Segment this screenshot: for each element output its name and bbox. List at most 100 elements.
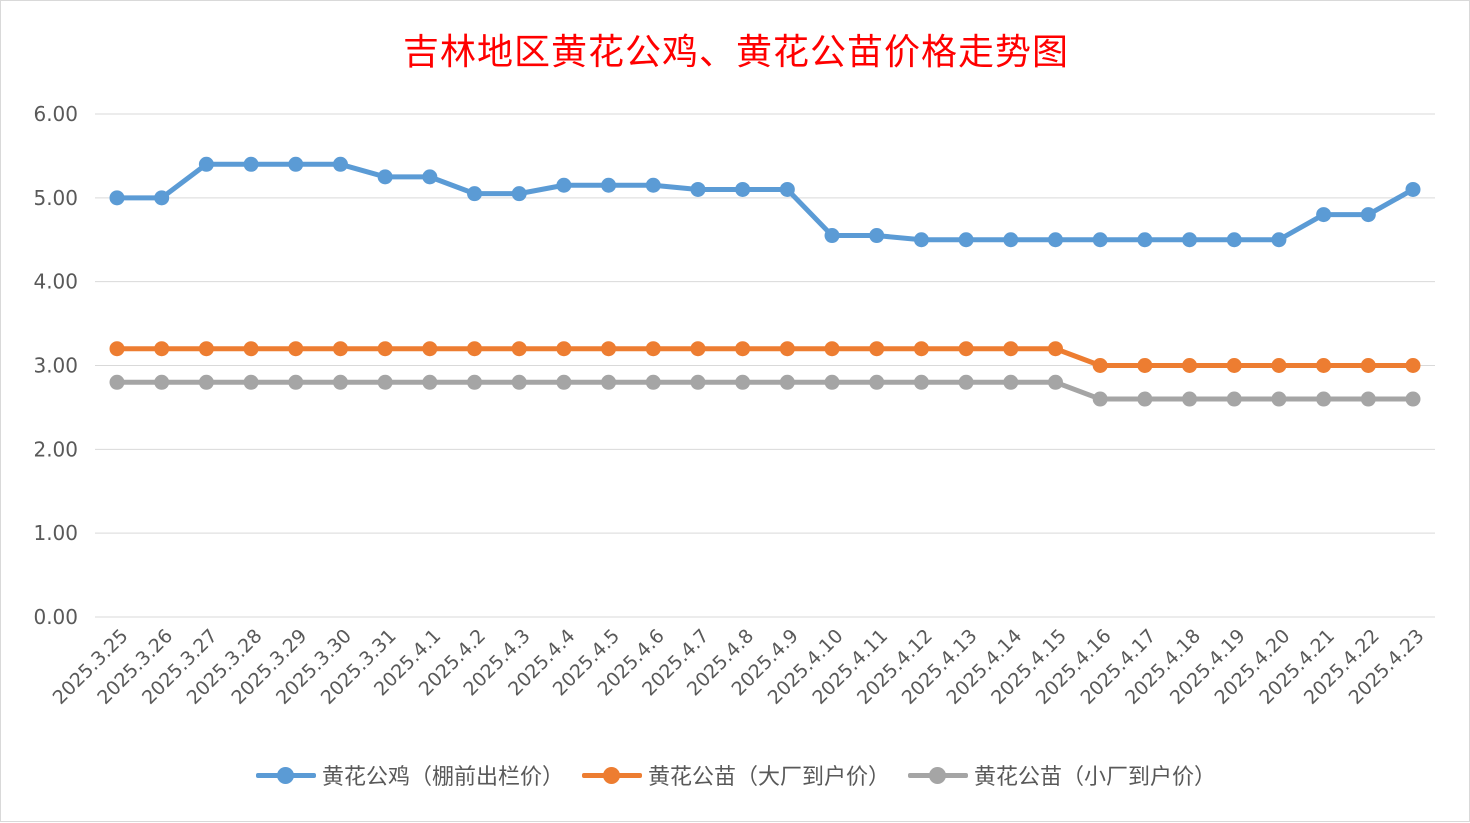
data-point[interactable] bbox=[824, 341, 840, 357]
data-point[interactable] bbox=[1360, 207, 1376, 223]
data-point[interactable] bbox=[154, 374, 170, 390]
data-point[interactable] bbox=[332, 341, 348, 357]
data-point[interactable] bbox=[1271, 232, 1287, 248]
legend-item-series-2[interactable]: 黄花公苗（大厂到户价） bbox=[581, 759, 890, 791]
data-point[interactable] bbox=[511, 186, 527, 202]
data-point[interactable] bbox=[735, 374, 751, 390]
data-point[interactable] bbox=[1226, 358, 1242, 373]
data-point[interactable] bbox=[332, 156, 348, 172]
data-point[interactable] bbox=[288, 341, 304, 357]
data-point[interactable] bbox=[690, 374, 706, 390]
data-point[interactable] bbox=[556, 341, 572, 357]
data-point[interactable] bbox=[377, 374, 393, 390]
data-point[interactable] bbox=[958, 374, 974, 390]
data-point[interactable] bbox=[154, 341, 170, 357]
data-point[interactable] bbox=[511, 374, 527, 390]
legend-item-series-3[interactable]: 黄花公苗（小厂到户价） bbox=[908, 759, 1216, 791]
data-point[interactable] bbox=[779, 341, 795, 357]
data-point[interactable] bbox=[1405, 181, 1421, 197]
data-point[interactable] bbox=[288, 374, 304, 390]
data-point[interactable] bbox=[779, 181, 795, 197]
data-point[interactable] bbox=[556, 374, 572, 390]
data-point[interactable] bbox=[1226, 232, 1242, 248]
data-point[interactable] bbox=[913, 232, 929, 248]
data-point[interactable] bbox=[154, 190, 170, 206]
data-point[interactable] bbox=[1137, 232, 1153, 248]
y-tick-label: 6.00 bbox=[33, 102, 78, 126]
data-point[interactable] bbox=[645, 341, 661, 357]
data-point[interactable] bbox=[1182, 232, 1198, 248]
data-point[interactable] bbox=[958, 232, 974, 248]
data-point[interactable] bbox=[824, 374, 840, 390]
data-point[interactable] bbox=[690, 341, 706, 357]
data-point[interactable] bbox=[1003, 374, 1019, 390]
data-point[interactable] bbox=[422, 341, 438, 357]
data-point[interactable] bbox=[1182, 391, 1198, 407]
data-point[interactable] bbox=[1316, 358, 1332, 373]
series-1 bbox=[109, 156, 1421, 248]
data-point[interactable] bbox=[1137, 391, 1153, 407]
data-point[interactable] bbox=[601, 177, 617, 193]
data-point[interactable] bbox=[645, 374, 661, 390]
data-point[interactable] bbox=[1271, 391, 1287, 407]
data-point[interactable] bbox=[377, 169, 393, 185]
data-point[interactable] bbox=[198, 341, 214, 357]
legend-marker bbox=[276, 767, 294, 784]
data-point[interactable] bbox=[1360, 391, 1376, 407]
data-point[interactable] bbox=[1316, 391, 1332, 407]
data-point[interactable] bbox=[109, 341, 125, 357]
data-point[interactable] bbox=[958, 341, 974, 357]
data-point[interactable] bbox=[556, 177, 572, 193]
data-point[interactable] bbox=[735, 181, 751, 197]
data-point[interactable] bbox=[467, 374, 483, 390]
data-point[interactable] bbox=[467, 341, 483, 357]
x-axis-ticks: 2025.3.252025.3.262025.3.272025.3.282025… bbox=[49, 625, 1429, 709]
data-point[interactable] bbox=[422, 374, 438, 390]
data-point[interactable] bbox=[243, 374, 259, 390]
data-point[interactable] bbox=[467, 186, 483, 202]
data-point[interactable] bbox=[422, 169, 438, 185]
data-point[interactable] bbox=[1092, 232, 1108, 248]
legend-swatch-series-3 bbox=[908, 760, 968, 790]
data-point[interactable] bbox=[869, 374, 885, 390]
data-point[interactable] bbox=[869, 228, 885, 244]
data-point[interactable] bbox=[1182, 358, 1198, 373]
data-point[interactable] bbox=[1360, 358, 1376, 373]
data-point[interactable] bbox=[1047, 232, 1063, 248]
data-point[interactable] bbox=[109, 374, 125, 390]
data-point[interactable] bbox=[601, 341, 617, 357]
data-point[interactable] bbox=[109, 190, 125, 206]
data-point[interactable] bbox=[913, 341, 929, 357]
data-point[interactable] bbox=[243, 341, 259, 357]
data-point[interactable] bbox=[1316, 207, 1332, 223]
data-point[interactable] bbox=[735, 341, 751, 357]
data-point[interactable] bbox=[198, 156, 214, 172]
data-point[interactable] bbox=[1405, 391, 1421, 407]
data-point[interactable] bbox=[824, 228, 840, 244]
data-point[interactable] bbox=[690, 181, 706, 197]
legend-item-series-1[interactable]: 黄花公鸡（棚前出栏价） bbox=[255, 759, 564, 791]
data-point[interactable] bbox=[377, 341, 393, 357]
data-point[interactable] bbox=[1092, 391, 1108, 407]
data-point[interactable] bbox=[913, 374, 929, 390]
data-point[interactable] bbox=[645, 177, 661, 193]
data-point[interactable] bbox=[511, 341, 527, 357]
legend: 黄花公鸡（棚前出栏价） 黄花公苗（大厂到户价） 黄花公苗（小厂到户价） bbox=[1, 759, 1470, 791]
data-point[interactable] bbox=[1405, 358, 1421, 373]
data-point[interactable] bbox=[1226, 391, 1242, 407]
data-point[interactable] bbox=[601, 374, 617, 390]
data-point[interactable] bbox=[1047, 374, 1063, 390]
data-point[interactable] bbox=[1137, 358, 1153, 373]
data-point[interactable] bbox=[243, 156, 259, 172]
data-point[interactable] bbox=[869, 341, 885, 357]
data-point[interactable] bbox=[288, 156, 304, 172]
data-point[interactable] bbox=[1092, 358, 1108, 373]
data-point[interactable] bbox=[779, 374, 795, 390]
y-tick-label: 4.00 bbox=[33, 270, 78, 294]
data-point[interactable] bbox=[1003, 232, 1019, 248]
data-point[interactable] bbox=[1003, 341, 1019, 357]
data-point[interactable] bbox=[1271, 358, 1287, 373]
data-point[interactable] bbox=[1047, 341, 1063, 357]
data-point[interactable] bbox=[198, 374, 214, 390]
data-point[interactable] bbox=[332, 374, 348, 390]
